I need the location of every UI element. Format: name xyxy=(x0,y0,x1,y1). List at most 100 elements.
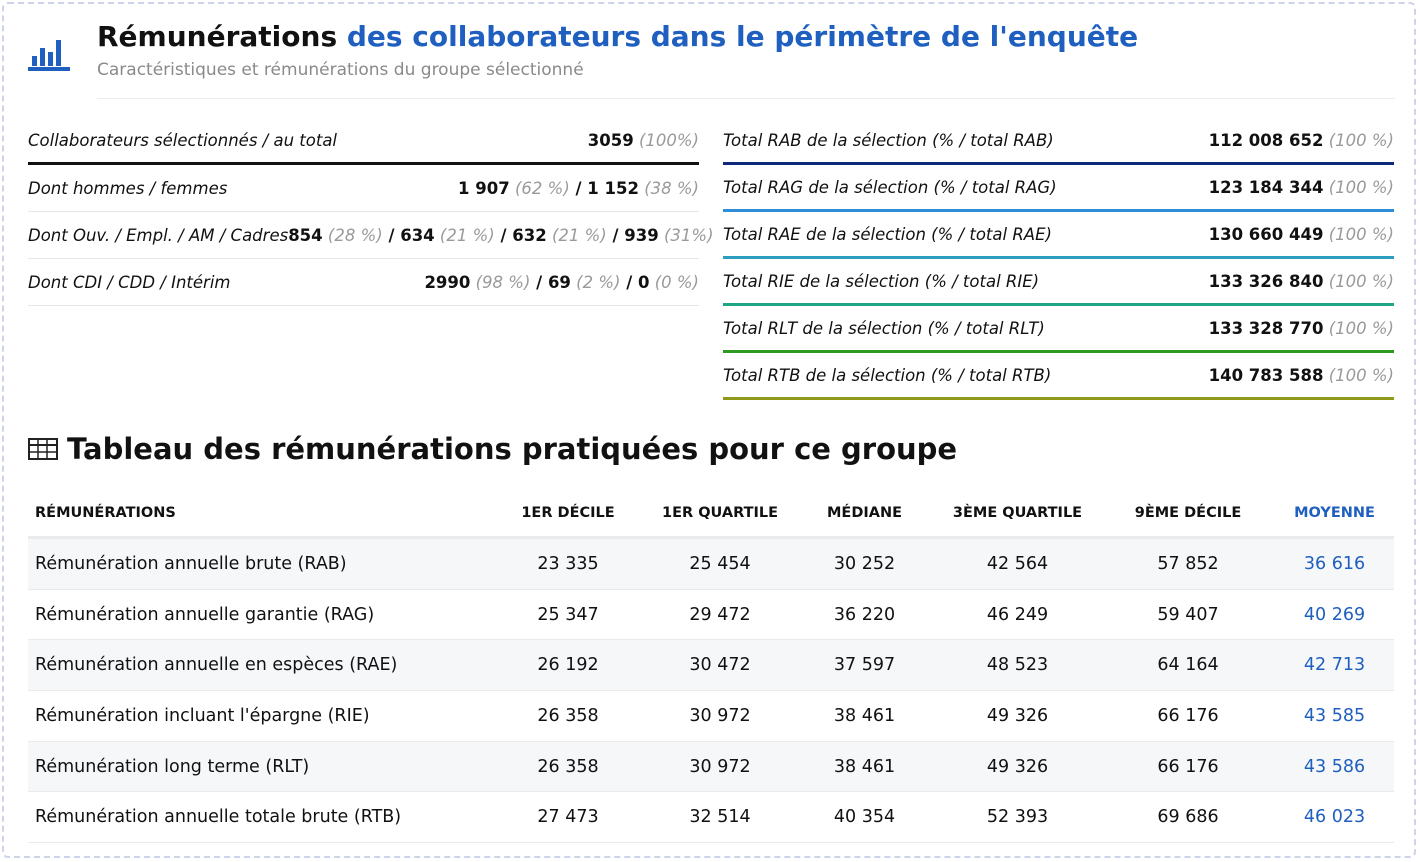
table-cell: 43 585 xyxy=(1275,690,1394,742)
column-header[interactable]: 3ÈME QUARTILE xyxy=(934,490,1101,539)
total-value: 112 008 652 (100 %) xyxy=(1209,131,1394,150)
stat-number: 3059 xyxy=(587,130,634,150)
table-section-title: Tableau des rémunérations pratiquées pou… xyxy=(28,432,957,466)
table-cell: 43 586 xyxy=(1275,741,1394,793)
table-cell: 26 192 xyxy=(491,639,645,692)
column-header[interactable]: 9ÈME DÉCILE xyxy=(1101,490,1275,539)
row-label: Rémunération annuelle totale brute (RTB) xyxy=(28,791,491,844)
separator: / xyxy=(382,225,401,245)
table-cell: 38 461 xyxy=(795,690,934,742)
page-title-accent: des collaborateurs dans le périmètre de … xyxy=(346,20,1139,53)
total-percent: (100 %) xyxy=(1328,224,1394,244)
table-cell: 38 461 xyxy=(795,741,934,793)
total-value: 140 783 588 (100 %) xyxy=(1209,366,1394,385)
row-label: Rémunération long terme (RLT) xyxy=(28,741,491,793)
table-cell: 30 252 xyxy=(795,537,934,590)
total-label: Total RIE de la sélection (% / total RIE… xyxy=(723,271,1040,291)
stat-percent: (31%) xyxy=(663,225,714,245)
table-cell: 42 564 xyxy=(934,537,1101,590)
total-value: 133 326 840 (100 %) xyxy=(1209,272,1394,291)
table-cell: 36 616 xyxy=(1275,537,1394,590)
table-body: Rémunération annuelle brute (RAB) 23 335 2… xyxy=(28,537,1394,844)
column-header[interactable]: 1ER QUARTILE xyxy=(645,490,795,539)
total-row: Total RIE de la sélection (% / total RIE… xyxy=(723,259,1394,306)
table-cell: 57 852 xyxy=(1101,537,1275,590)
table-icon xyxy=(28,438,58,460)
table-cell: 66 176 xyxy=(1101,741,1275,793)
total-value: 123 184 344 (100 %) xyxy=(1209,178,1394,197)
table-cell: 30 972 xyxy=(645,741,795,793)
table-cell: 30 472 xyxy=(645,639,795,692)
table-cell: 30 972 xyxy=(645,690,795,742)
total-label: Total RTB de la sélection (% / total RTB… xyxy=(723,365,1052,385)
page-subtitle: Caractéristiques et rémunérations du gro… xyxy=(97,60,584,80)
page-title: Rémunérations des collaborateurs dans le… xyxy=(97,20,1138,53)
stat-percent: (38 %) xyxy=(644,178,699,198)
table-cell: 26 358 xyxy=(491,690,645,742)
total-number: 133 326 840 xyxy=(1208,271,1324,291)
column-header[interactable]: RÉMUNÉRATIONS xyxy=(28,490,491,539)
row-label: Rémunération annuelle en espèces (RAE) xyxy=(28,639,491,692)
total-percent: (100 %) xyxy=(1328,271,1394,291)
stat-percent: (98 %) xyxy=(475,272,531,292)
table-cell: 42 713 xyxy=(1275,639,1394,692)
stat-number: 854 xyxy=(288,225,323,245)
table-cell: 52 393 xyxy=(934,791,1101,844)
table-cell: 40 354 xyxy=(795,791,934,844)
stat-percent: (2 %) xyxy=(576,272,621,292)
stat-number: 2990 xyxy=(424,272,471,292)
total-percent: (100 %) xyxy=(1328,177,1394,197)
page-title-bold: Rémunérations xyxy=(97,20,338,53)
separator: / xyxy=(620,272,638,292)
column-header[interactable]: MÉDIANE xyxy=(795,490,934,539)
selection-stats: Collaborateurs sélectionnés / au total 30… xyxy=(28,118,714,306)
column-header[interactable]: 1ER DÉCILE xyxy=(491,490,645,539)
total-row: Total RAB de la sélection (% / total RAB… xyxy=(723,118,1394,165)
stat-value: 3059 (100%) xyxy=(588,131,699,150)
total-percent: (100 %) xyxy=(1328,318,1394,338)
total-label: Total RAE de la sélection (% / total RAE… xyxy=(723,224,1052,244)
total-number: 133 328 770 xyxy=(1208,318,1324,338)
total-percent: (100 %) xyxy=(1328,365,1394,385)
stat-number: 69 xyxy=(547,272,571,292)
total-value: 133 328 770 (100 %) xyxy=(1209,319,1394,338)
table-cell: 64 164 xyxy=(1101,639,1275,692)
bar-chart-icon xyxy=(28,40,70,71)
totals-stats: Total RAB de la sélection (% / total RAB… xyxy=(723,118,1394,400)
total-label: Total RAG de la sélection (% / total RAG… xyxy=(723,177,1057,197)
header-divider xyxy=(97,98,1395,99)
separator: / xyxy=(569,178,588,198)
stat-value: 2990 (98 %) / 69 (2 %) / 0 (0 %) xyxy=(424,273,699,292)
stat-label: Dont Ouv. / Empl. / AM / Cadres xyxy=(28,225,289,245)
table-cell: 23 335 xyxy=(491,537,645,590)
total-row: Total RTB de la sélection (% / total RTB… xyxy=(723,353,1394,400)
total-label: Total RAB de la sélection (% / total RAB… xyxy=(723,130,1054,150)
table-cell: 36 220 xyxy=(795,589,934,641)
separator: / xyxy=(530,272,548,292)
total-row: Total RAE de la sélection (% / total RAE… xyxy=(723,212,1394,259)
table-row: Rémunération incluant l'épargne (RIE) 26 … xyxy=(28,690,1394,742)
stat-percent: (62 %) xyxy=(514,178,570,198)
column-header[interactable]: MOYENNE xyxy=(1275,490,1394,539)
stat-row: Dont CDI / CDD / Intérim 2990 (98 %) / 69… xyxy=(28,259,699,306)
stat-number: 632 xyxy=(512,225,547,245)
table-header-row: RÉMUNÉRATIONS 1ER DÉCILE 1ER QUARTILE MÉDIA… xyxy=(28,490,1394,539)
stat-percent: (21 %) xyxy=(551,225,607,245)
table-cell: 48 523 xyxy=(934,639,1101,692)
total-label: Total RLT de la sélection (% / total RLT… xyxy=(723,318,1045,338)
stat-label: Dont hommes / femmes xyxy=(28,178,228,198)
total-value: 130 660 449 (100 %) xyxy=(1209,225,1394,244)
table-cell: 66 176 xyxy=(1101,690,1275,742)
stat-label: Dont CDI / CDD / Intérim xyxy=(28,272,231,292)
table-cell: 46 023 xyxy=(1275,791,1394,844)
table-cell: 37 597 xyxy=(795,639,934,692)
total-number: 112 008 652 xyxy=(1208,130,1324,150)
table-row: Rémunération annuelle en espèces (RAE) 26… xyxy=(28,639,1394,692)
table-row: Rémunération annuelle brute (RAB) 23 335 2… xyxy=(28,537,1394,590)
total-percent: (100 %) xyxy=(1328,130,1394,150)
total-number: 123 184 344 xyxy=(1208,177,1324,197)
row-label: Rémunération annuelle brute (RAB) xyxy=(28,537,491,590)
stat-row: Dont Ouv. / Empl. / AM / Cadres 854 (28 %… xyxy=(28,212,714,259)
table-cell: 59 407 xyxy=(1101,589,1275,641)
